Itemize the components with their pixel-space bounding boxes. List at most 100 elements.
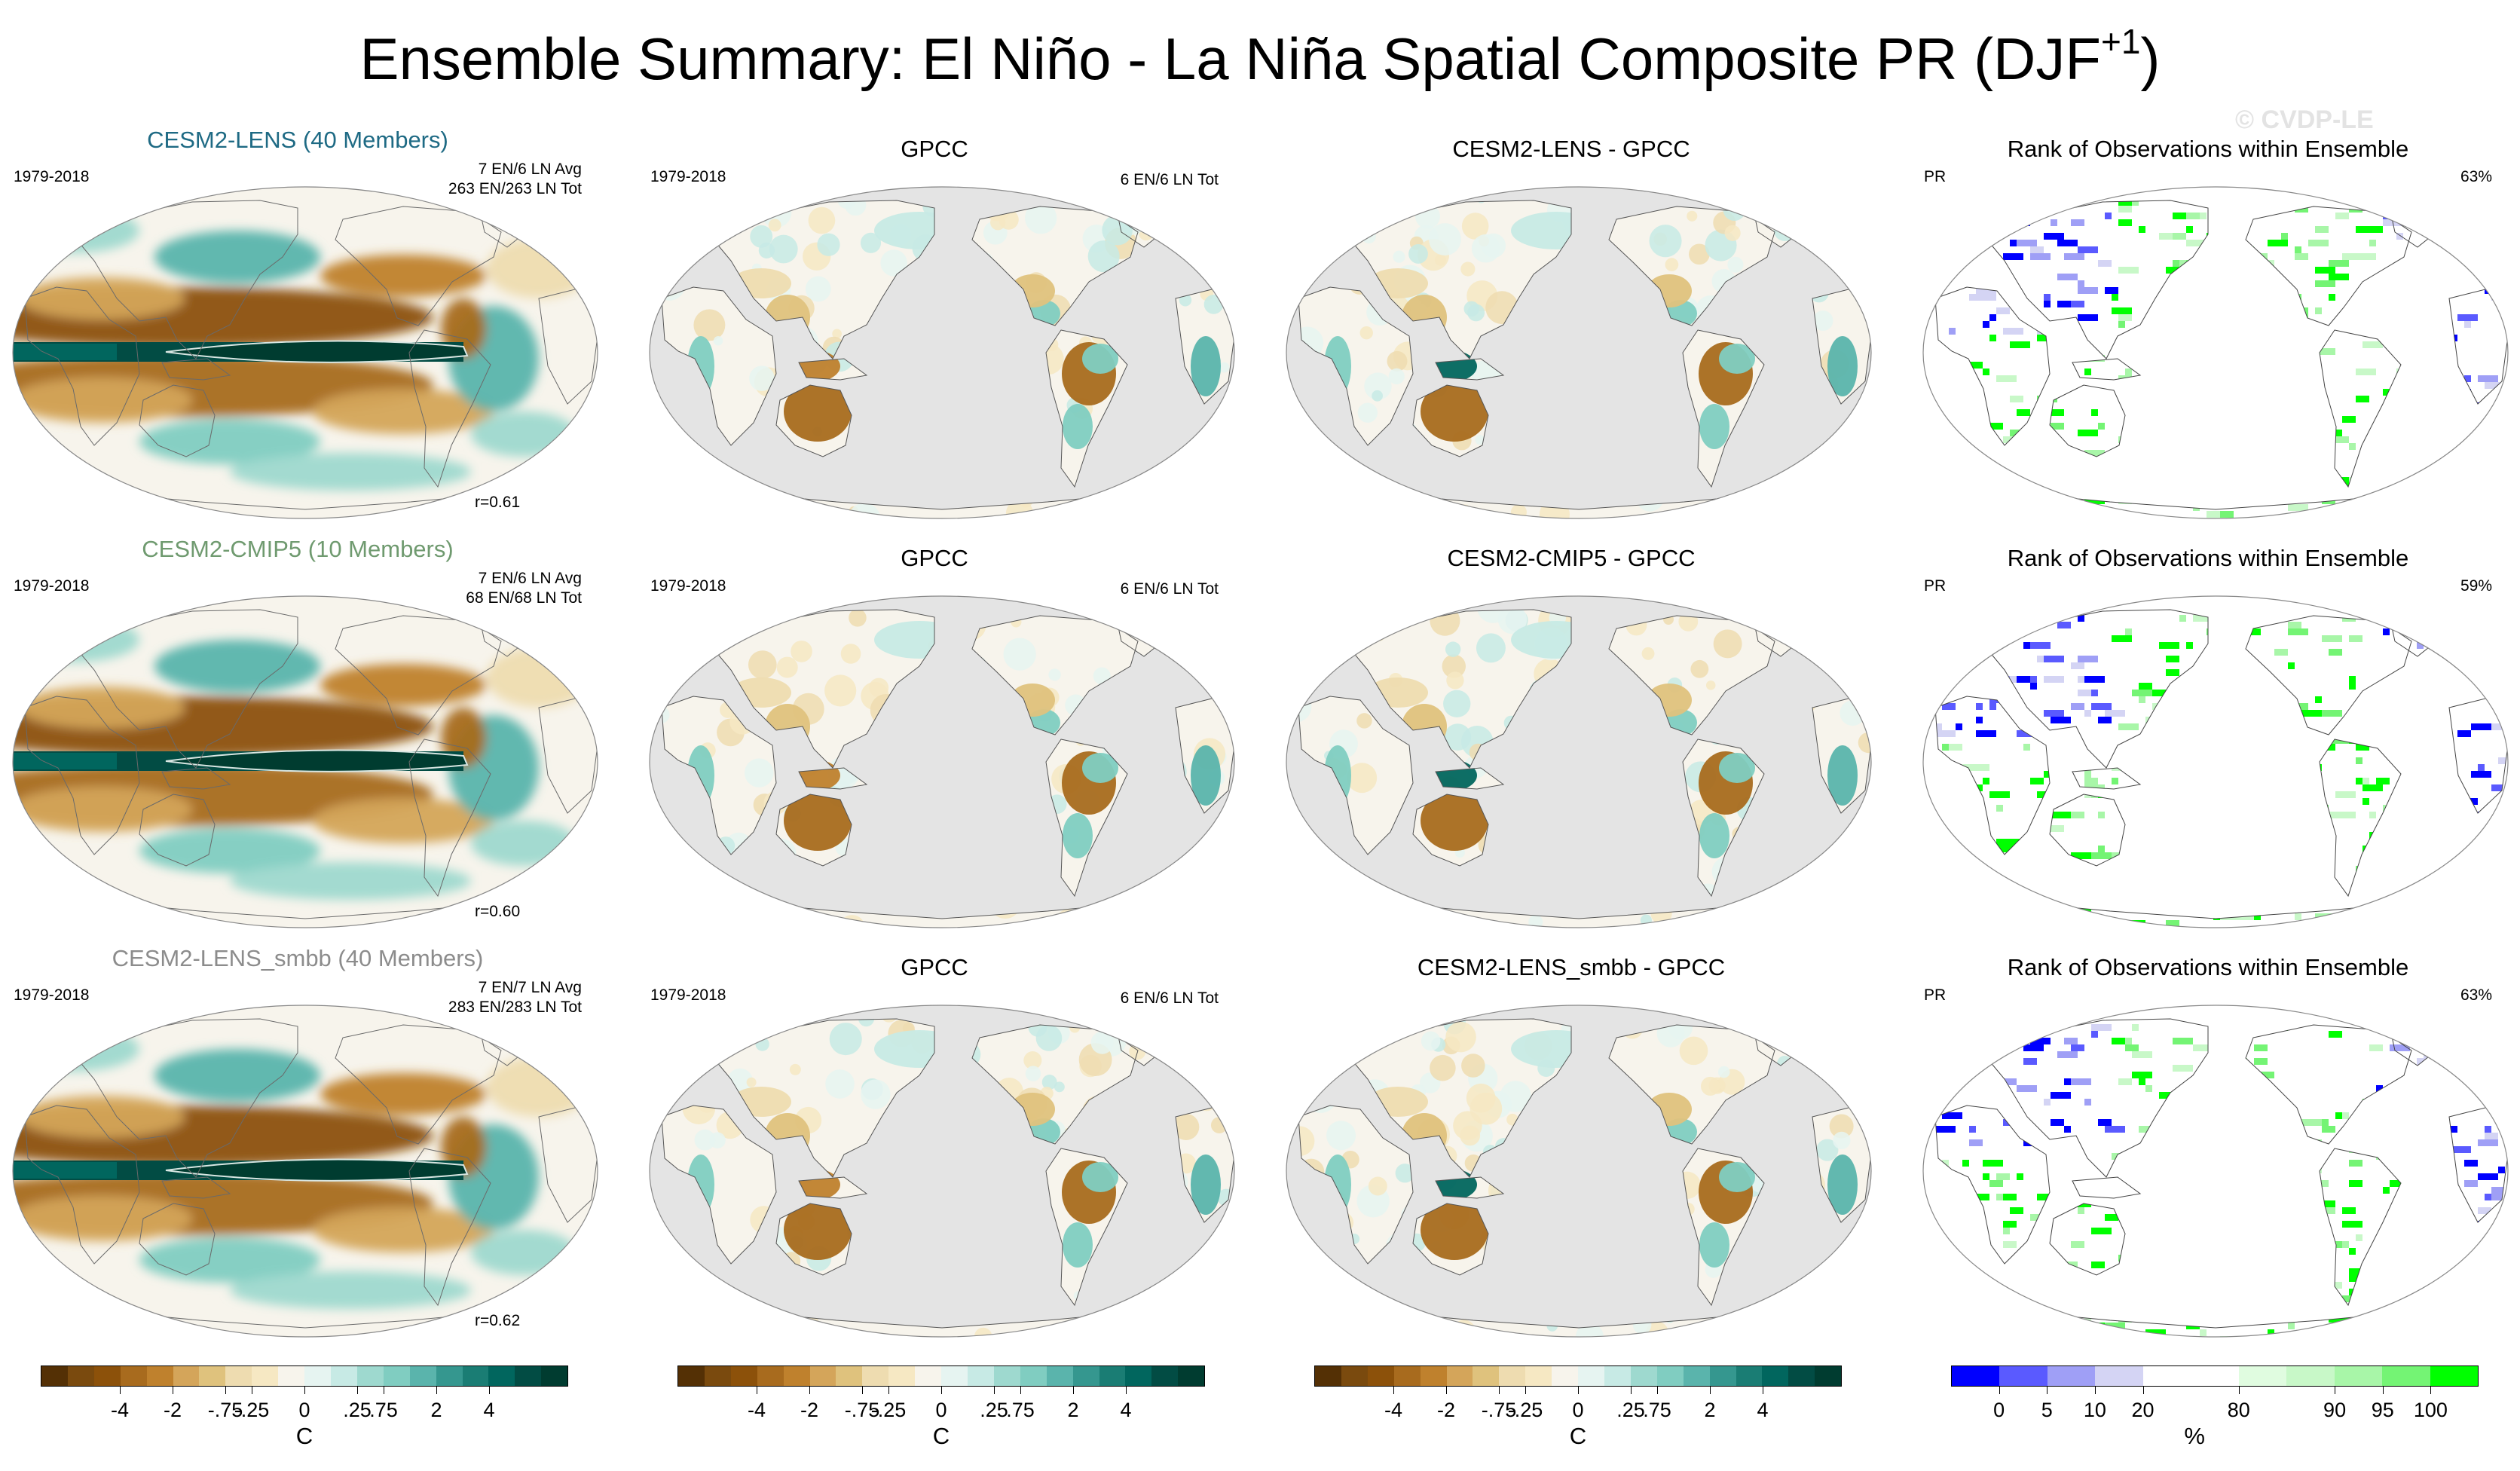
panel-title: GPCC xyxy=(901,136,968,162)
panel-title: Rank of Observations within Ensemble xyxy=(2007,954,2409,980)
composite-count: 7 EN/6 LN Avg 263 EN/263 LN Tot xyxy=(448,161,582,197)
colorbar-cells xyxy=(677,1365,1205,1387)
period-label: 1979-2018 xyxy=(650,986,726,1004)
composite-count: 6 EN/6 LN Tot xyxy=(1120,989,1219,1007)
rank-percent: 59% xyxy=(2460,577,2492,595)
panel-obs-gpcc: GPCC 1979-2018 6 EN/6 LN Tot xyxy=(637,113,1235,520)
rank-colorbar: 0 5 10 20 80 90 95 100% xyxy=(1951,1365,2479,1471)
colorbar-tick-label: 5 xyxy=(2041,1399,2053,1421)
colorbar-tick-label: -2 xyxy=(800,1399,819,1421)
panel-model-smbb: CESM2-LENS_smbb (40 Members) 1979-2018 7… xyxy=(0,931,598,1338)
period-label: 1979-2018 xyxy=(14,986,90,1004)
colorbar-tick-label: 90 xyxy=(2323,1399,2347,1421)
panel-title: Rank of Observations within Ensemble xyxy=(2007,545,2409,571)
panel-model-cmip5: CESM2-CMIP5 (10 Members) 1979-2018 7 EN/… xyxy=(0,522,598,929)
period-label: 1979-2018 xyxy=(650,577,726,595)
composite-count: 7 EN/7 LN Avg 283 EN/283 LN Tot xyxy=(448,979,582,1016)
colorbar-tick-label: 0 xyxy=(1572,1399,1584,1421)
panel-model-lens: CESM2-LENS (40 Members) 1979-2018 7 EN/6… xyxy=(0,113,598,520)
colorbar-tick-label: 95 xyxy=(2371,1399,2394,1421)
figure-title: Ensemble Summary: El Niño - La Niña Spat… xyxy=(359,22,2161,92)
panel-title: CESM2-CMIP5 - GPCC xyxy=(1447,545,1696,571)
colorbar-tick-label: -.25 xyxy=(234,1399,270,1421)
colorbar-tick-label: 2 xyxy=(1704,1399,1716,1421)
anomaly-colorbar: -4 -2 -.75 -.25 0 .25.75 2 4 C xyxy=(41,1365,568,1471)
colorbar-cells xyxy=(1951,1365,2479,1387)
panel-title: CESM2-LENS (40 Members) xyxy=(147,127,448,153)
panel-rank: Rank of Observations within Ensemble PR … xyxy=(1910,931,2509,1338)
model-anomaly-map xyxy=(12,186,598,519)
obs-anomaly-map xyxy=(649,595,1235,928)
rank-map xyxy=(1922,186,2509,519)
anomaly-colorbar: -4 -2 -.75 -.25 0 .25.75 2 4 C xyxy=(1314,1365,1842,1471)
panel-difference: CESM2-CMIP5 - GPCC xyxy=(1274,522,1872,929)
model-anomaly-map xyxy=(12,1005,598,1338)
colorbar-tick-label: -.25 xyxy=(1507,1399,1543,1421)
colorbar-tick-label: 2 xyxy=(1067,1399,1079,1421)
anomaly-colorbar: -4 -2 -.75 -.25 0 .25.75 2 4 C xyxy=(677,1365,1205,1471)
colorbar-unit: % xyxy=(2184,1423,2205,1449)
colorbar-tick-label: -2 xyxy=(163,1399,182,1421)
colorbar-tick-label: .75 xyxy=(1643,1399,1671,1421)
model-anomaly-map xyxy=(12,595,598,928)
difference-map xyxy=(1286,186,1872,519)
panel-obs-gpcc: GPCC 1979-2018 6 EN/6 LN Tot xyxy=(637,931,1235,1338)
variable-label: PR xyxy=(1924,577,1947,595)
panel-title: Rank of Observations within Ensemble xyxy=(2007,136,2409,162)
obs-anomaly-map xyxy=(649,1005,1235,1338)
colorbar-tick-label: -.75 xyxy=(844,1399,880,1421)
variable-label: PR xyxy=(1924,986,1947,1004)
colorbar-tick-label: .75 xyxy=(369,1399,398,1421)
composite-count: 6 EN/6 LN Tot xyxy=(1120,171,1219,188)
period-label: 1979-2018 xyxy=(650,168,726,185)
colorbar-tick-label: 4 xyxy=(1120,1399,1132,1421)
period-label: 1979-2018 xyxy=(14,168,90,185)
panel-difference: CESM2-LENS_smbb - GPCC xyxy=(1274,931,1872,1338)
panel-title: CESM2-LENS - GPCC xyxy=(1452,136,1690,162)
colorbar-tick-label: .25 xyxy=(343,1399,372,1421)
rank-percent: 63% xyxy=(2460,168,2492,185)
colorbar-tick-label: 20 xyxy=(2131,1399,2155,1421)
colorbar-tick-label: 2 xyxy=(430,1399,442,1421)
colorbar-tick-label: -.75 xyxy=(1481,1399,1517,1421)
panel-title: CESM2-LENS_smbb (40 Members) xyxy=(112,945,484,971)
colorbar-tick-label: 4 xyxy=(483,1399,495,1421)
panel-difference: CESM2-LENS - GPCC xyxy=(1274,113,1872,520)
colorbar-tick-label: -.25 xyxy=(870,1399,907,1421)
pattern-correlation: r=0.60 xyxy=(475,903,521,920)
colorbar-tick-label: .25 xyxy=(1616,1399,1645,1421)
difference-map xyxy=(1286,1005,1872,1338)
difference-map xyxy=(1286,595,1872,928)
panel-title: CESM2-CMIP5 (10 Members) xyxy=(142,536,454,562)
panel-title: GPCC xyxy=(901,545,968,571)
colorbar-unit: C xyxy=(1569,1423,1587,1449)
colorbar-unit: C xyxy=(295,1423,313,1449)
composite-count: 6 EN/6 LN Tot xyxy=(1120,580,1219,598)
pattern-correlation: r=0.62 xyxy=(475,1312,521,1329)
colorbar-tick-label: 10 xyxy=(2083,1399,2106,1421)
rank-percent: 63% xyxy=(2460,986,2492,1004)
colorbar-tick-label: .25 xyxy=(980,1399,1008,1421)
colorbar-tick-label: 80 xyxy=(2227,1399,2250,1421)
rank-map xyxy=(1922,595,2509,928)
panel-rank: Rank of Observations within Ensemble PR … xyxy=(1910,522,2509,929)
colorbar-tick-label: 0 xyxy=(298,1399,310,1421)
panel-title: GPCC xyxy=(901,954,968,980)
panel-title: CESM2-LENS_smbb - GPCC xyxy=(1417,954,1726,980)
colorbar-tick-label: 4 xyxy=(1757,1399,1769,1421)
colorbar-tick-label: 0 xyxy=(1993,1399,2005,1421)
colorbar-tick-label: -4 xyxy=(110,1399,130,1421)
panel-rank: Rank of Observations within Ensemble PR … xyxy=(1910,113,2509,520)
period-label: 1979-2018 xyxy=(14,577,90,595)
colorbar-tick-label: -4 xyxy=(1384,1399,1403,1421)
obs-anomaly-map xyxy=(649,186,1235,519)
colorbar-tick-label: 0 xyxy=(935,1399,947,1421)
colorbar-cells xyxy=(1314,1365,1842,1387)
colorbar-tick-label: -2 xyxy=(1436,1399,1456,1421)
variable-label: PR xyxy=(1924,168,1947,185)
colorbar-unit: C xyxy=(932,1423,950,1449)
pattern-correlation: r=0.61 xyxy=(475,494,521,511)
colorbar-tick-label: .75 xyxy=(1006,1399,1035,1421)
cvdp-watermark: © CVDP-LE xyxy=(2235,106,2374,134)
rank-map xyxy=(1922,1005,2509,1338)
